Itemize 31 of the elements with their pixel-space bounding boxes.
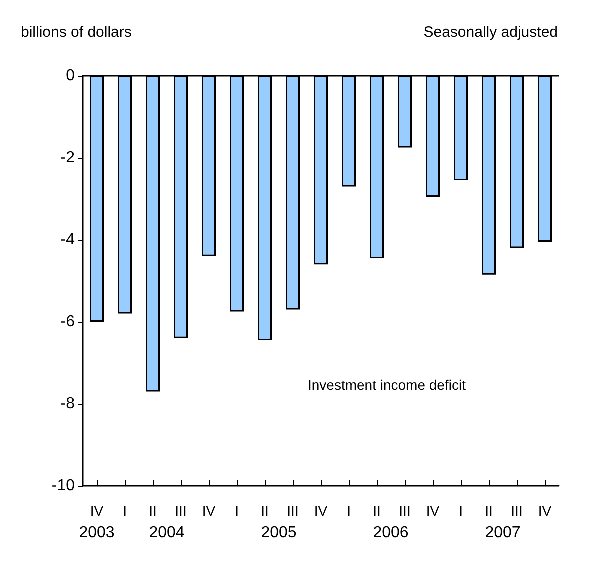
annotation: Investment income deficit (308, 377, 466, 393)
y-tick-label: 0 (66, 68, 76, 84)
x-tick-label: I (459, 503, 463, 519)
x-tick-label: III (287, 503, 299, 519)
x-tick-label: IV (538, 503, 552, 519)
text: 2007 (485, 524, 521, 542)
x-tick-label: IV (90, 503, 104, 519)
x-tick-label: I (235, 503, 239, 519)
x-tick-label: I (123, 503, 127, 519)
x-tick-label: III (511, 503, 523, 519)
x-tick-label: II (373, 503, 381, 519)
y-tick-label: -6 (60, 314, 76, 330)
x-tick-label: I (347, 503, 351, 519)
chart-subtitle: Seasonally adjusted (424, 24, 558, 41)
text: 2003 (79, 524, 115, 542)
x-tick-label: II (261, 503, 269, 519)
y-tick-label: -2 (60, 150, 76, 166)
y-tick-label: -8 (60, 396, 76, 412)
text: 2005 (261, 524, 297, 542)
x-tick-label: IV (426, 503, 440, 519)
text: 2004 (149, 524, 185, 542)
x-tick-label: IV (314, 503, 328, 519)
x-tick-label: IV (202, 503, 216, 519)
x-tick-label: II (149, 503, 157, 519)
x-tick-label: III (399, 503, 411, 519)
x-tick-label: II (485, 503, 493, 519)
y-axis-title: billions of dollars (21, 24, 132, 41)
text: 2006 (373, 524, 409, 542)
y-tick-label: -4 (60, 232, 76, 248)
y-tick-label: -10 (52, 478, 76, 494)
x-tick-label: III (175, 503, 187, 519)
